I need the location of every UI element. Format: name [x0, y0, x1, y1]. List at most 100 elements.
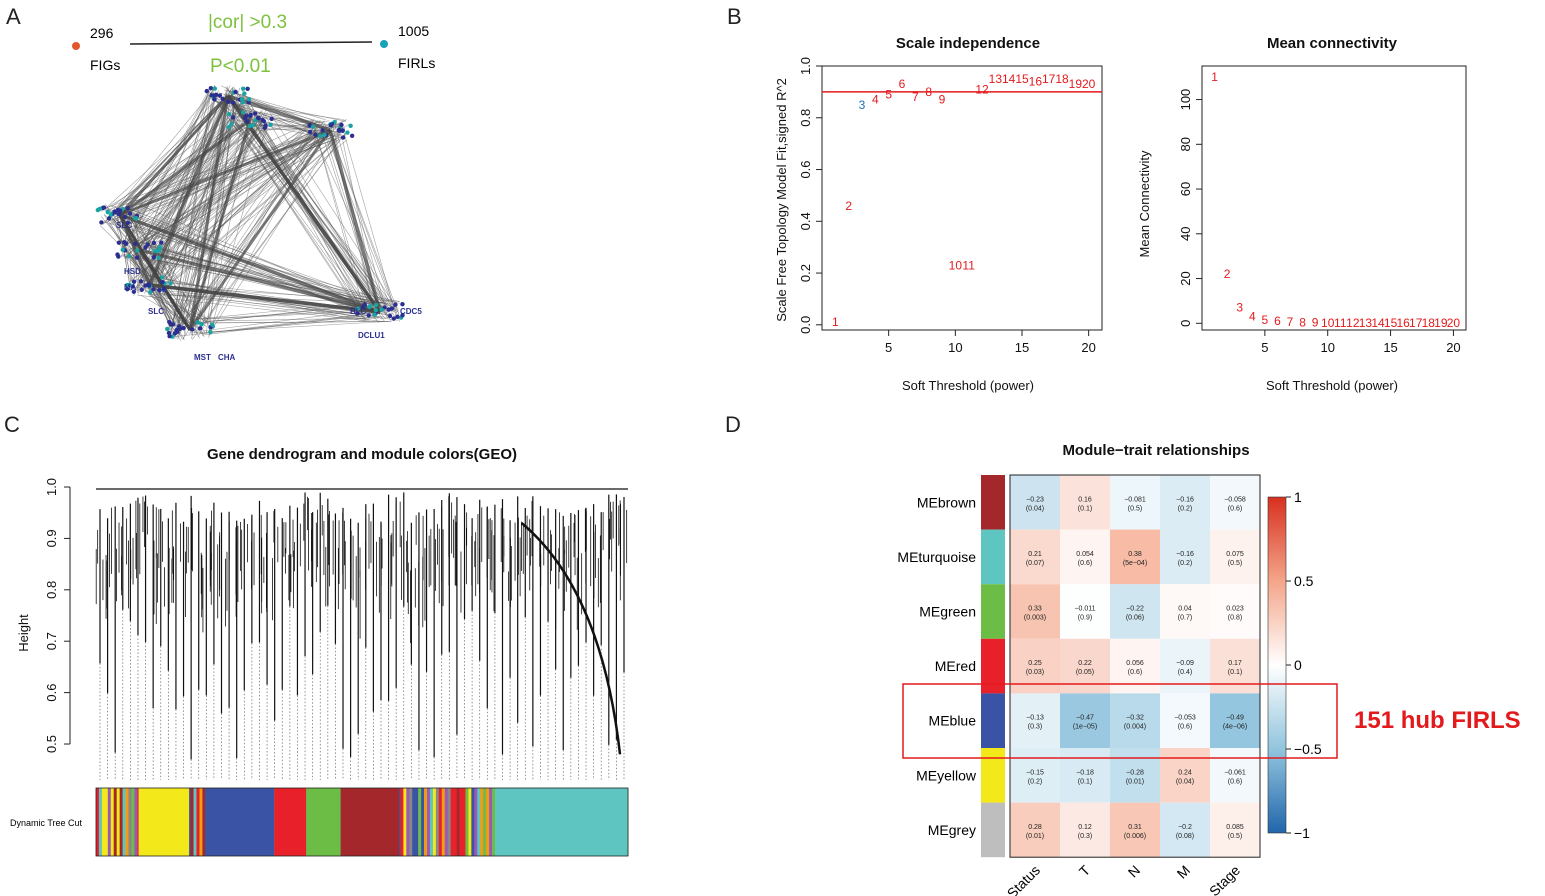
heatmap-cell — [1110, 584, 1160, 639]
panel-c: C Gene dendrogram and module colors(GEO)… — [4, 412, 629, 857]
network-node — [161, 286, 167, 292]
heatmap-cell — [1010, 475, 1060, 530]
module-color-swatch — [981, 584, 1005, 639]
cell-value: −0.22 — [1126, 606, 1144, 613]
network-node — [322, 132, 327, 138]
network-edge — [118, 104, 218, 210]
heatmap-cell — [1160, 475, 1210, 530]
network-edge — [234, 122, 363, 318]
module-color-stripe — [98, 788, 103, 856]
network-node — [208, 329, 213, 335]
network-node — [217, 93, 223, 98]
network-node — [199, 321, 204, 327]
network-node — [307, 129, 313, 135]
heatmap-cell — [1110, 693, 1160, 748]
cell-pvalue: (0.7) — [1178, 615, 1192, 622]
network-node — [340, 128, 345, 133]
node-label: HSD — [124, 267, 141, 276]
x-tick-label: 10 — [1320, 340, 1334, 355]
x-tick-label: 10 — [948, 340, 962, 355]
network-node — [250, 123, 256, 128]
x-tick-label: 5 — [1261, 340, 1268, 355]
heatmap-cell — [1010, 693, 1060, 748]
point-label: 8 — [925, 85, 932, 99]
node-label: SLC — [148, 307, 164, 316]
network-node — [197, 326, 203, 331]
network-edge — [149, 283, 381, 314]
cell-value: 0.31 — [1128, 824, 1142, 831]
point-label: 14 — [1002, 72, 1016, 86]
module-color-stripe — [134, 788, 138, 856]
network-node — [227, 111, 232, 117]
network-node — [220, 96, 225, 102]
y-tick-label: 0.5 — [44, 735, 59, 753]
y-tick-label: 0 — [1178, 320, 1193, 327]
x-tick-label: 5 — [885, 340, 892, 355]
module-color-stripe — [450, 788, 454, 856]
gene-dendrogram — [95, 488, 628, 780]
point-label: 12 — [975, 82, 989, 96]
network-edge — [132, 139, 338, 257]
network-edge — [314, 128, 366, 305]
module-color-stripe — [453, 788, 457, 856]
module-color-stripe — [427, 788, 431, 856]
module-color-block — [495, 788, 628, 856]
network-edge — [137, 124, 246, 257]
colorbar-tick-label: −1 — [1294, 825, 1310, 841]
network-node — [320, 128, 325, 133]
network-edge — [328, 126, 400, 316]
network-edge — [116, 112, 237, 225]
row-label: MEturquoise — [897, 549, 976, 565]
module-color-stripe — [492, 788, 496, 856]
cell-value: −0.16 — [1176, 496, 1194, 503]
cell-pvalue: (0.07) — [1026, 560, 1044, 567]
scale-independence-xlabel: Soft Threshold (power) — [902, 378, 1034, 393]
mean-connectivity-xaxis: 5 10 15 20 — [1261, 330, 1461, 355]
point-label: 15 — [1384, 316, 1398, 330]
heatmap-cell — [1210, 529, 1260, 585]
network-node — [246, 96, 252, 102]
row-label: MEgreen — [919, 604, 976, 620]
network-node — [395, 314, 400, 319]
cell-value: 0.25 — [1028, 660, 1042, 667]
module-color-stripe — [128, 788, 132, 856]
panel-label-d: D — [725, 412, 741, 437]
node-label: CHA — [218, 353, 236, 362]
network-node — [310, 124, 316, 129]
network-node — [134, 248, 140, 253]
row-label: MEred — [935, 658, 976, 674]
network-node — [123, 241, 129, 246]
module-color-stripe — [424, 788, 428, 856]
network-node — [348, 123, 353, 128]
network-node — [151, 287, 156, 292]
network-edge — [208, 113, 254, 323]
point-label: 18 — [1422, 316, 1436, 330]
figs-count: 296 — [90, 25, 114, 41]
network-node — [212, 97, 217, 102]
network-node — [131, 279, 137, 284]
module-color-stripe — [187, 788, 191, 856]
network-node — [97, 206, 103, 211]
network-edge — [118, 214, 152, 286]
network-node — [382, 305, 387, 310]
cell-pvalue: (0.004) — [1124, 724, 1146, 731]
point-label: 6 — [899, 77, 906, 91]
network-node — [400, 313, 405, 318]
network-edge — [151, 246, 399, 312]
network-edge — [179, 132, 323, 329]
network-node — [349, 133, 355, 138]
point-label: 16 — [1396, 316, 1410, 330]
cell-pvalue: (0.8) — [1228, 615, 1242, 622]
network-node — [160, 279, 165, 285]
network-node — [101, 205, 107, 210]
cell-pvalue: (0.6) — [1228, 505, 1242, 512]
network-node — [393, 302, 398, 307]
heatmap-cell — [1060, 693, 1110, 748]
network-edge — [226, 94, 382, 314]
network-node — [240, 110, 246, 115]
figs-dot — [72, 42, 80, 50]
scale-independence-frame — [821, 65, 1103, 331]
network-node — [230, 100, 236, 105]
network-node — [159, 240, 164, 245]
network-edge — [249, 115, 382, 308]
